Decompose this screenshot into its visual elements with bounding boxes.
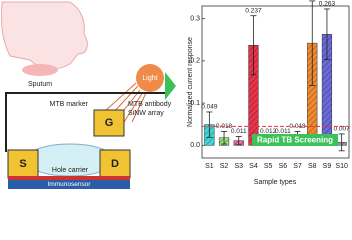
bar-hatch <box>322 34 332 146</box>
x-axis-label: Sample types <box>254 179 297 186</box>
gate <box>93 109 125 137</box>
diagram: Sputum Light G MTB marker MTB antibody S… <box>1 1 176 189</box>
x-tick-label: S7 <box>293 163 302 170</box>
x-tick-label: S10 <box>335 163 348 170</box>
bar-hatch <box>307 43 318 146</box>
gate-label: G <box>105 117 114 129</box>
antibody-label: MTB antibody <box>128 101 172 108</box>
value-label: 0.263 <box>319 1 336 8</box>
value-label: 0.018 <box>289 123 306 130</box>
value-label: 0.011 <box>231 128 247 135</box>
y-tick-label: 0.3 <box>190 16 200 23</box>
x-tick-label: S4 <box>249 163 258 170</box>
y-axis-label: Normalized current response <box>187 37 194 127</box>
value-label: 0.049 <box>201 104 218 111</box>
x-tick-label: S3 <box>234 163 243 170</box>
x-tick-label: S9 <box>323 163 332 170</box>
wire <box>5 92 7 152</box>
page: Sputum Light G MTB marker MTB antibody S… <box>1 0 350 189</box>
value-label: 0.018 <box>216 123 233 130</box>
drain <box>99 149 131 179</box>
plot: 0.0 0.1 0.2 0.3 S1 0.049 S2 0.018 S3 0.011 S4 0.237… <box>190 0 350 170</box>
figure: Sputum Light G MTB marker MTB antibody S… <box>1 0 350 189</box>
base <box>8 180 130 189</box>
y-tick-label: 0.1 <box>190 100 200 107</box>
sputum-label: Sputum <box>28 81 52 88</box>
value-label: 0.011 <box>275 128 291 135</box>
marker-label: MTB marker <box>50 101 89 108</box>
wire <box>5 92 165 94</box>
sputum-drop <box>22 64 58 76</box>
value-label: 0.007 <box>334 126 351 133</box>
annotation-box <box>252 134 338 146</box>
head <box>1 1 88 70</box>
source-label: S <box>19 158 26 170</box>
arrow <box>165 72 176 100</box>
light-label: Light <box>142 75 157 82</box>
plot-frame <box>201 5 350 159</box>
substrate <box>8 176 130 180</box>
array-label: SiNW array <box>128 110 164 117</box>
drain-label: D <box>111 158 119 170</box>
annotation: Rapid TB Screening <box>257 136 333 145</box>
y-tick-label: 0.2 <box>190 58 200 65</box>
sensor-label: Immunosensor <box>48 181 92 188</box>
value-label: 0.012 <box>260 128 277 135</box>
value-label: 0.237 <box>245 7 262 14</box>
x-tick-label: S1 <box>205 163 214 170</box>
y-tick-label: 0.0 <box>190 142 200 149</box>
carrier-label: Hole carrier <box>52 167 89 174</box>
light-source <box>136 64 164 92</box>
x-tick-label: S8 <box>308 163 317 170</box>
x-tick-label: S2 <box>220 163 229 170</box>
bar-hatch <box>248 45 259 146</box>
x-tick-label: S6 <box>279 163 288 170</box>
x-tick-label: S5 <box>264 163 273 170</box>
